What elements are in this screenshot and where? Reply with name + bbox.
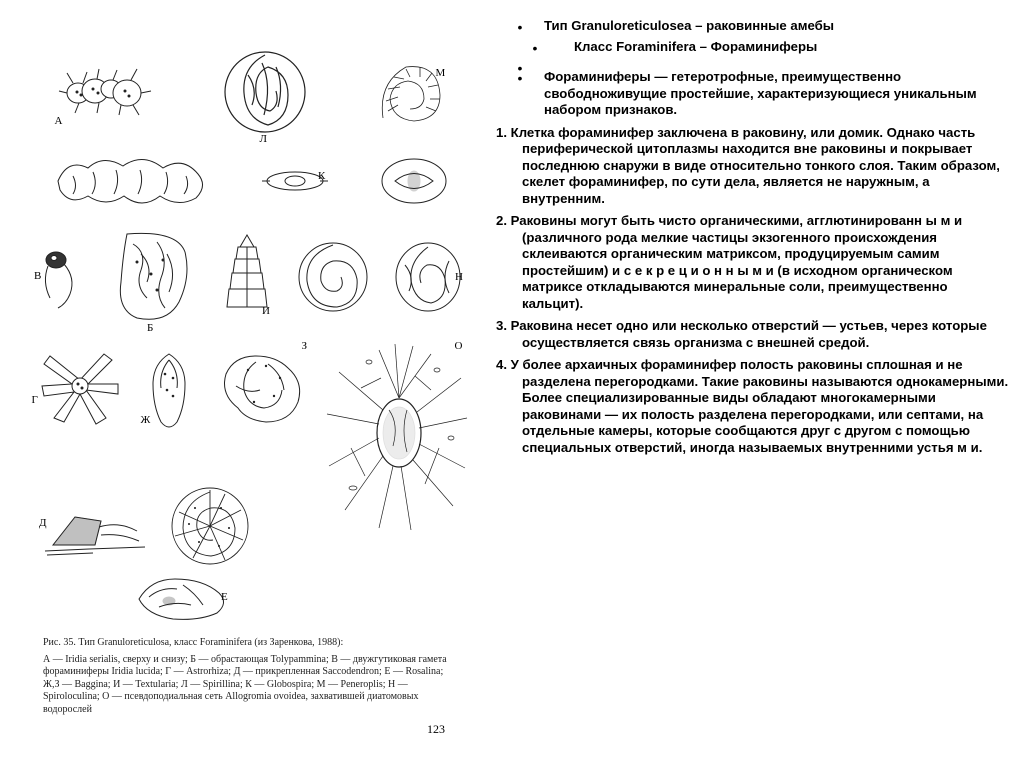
paragraph-4a: 4. У более архаичных фораминифер полость… (496, 357, 1009, 390)
specimen-Z: З (208, 338, 318, 438)
text-panel: • Тип Granuloreticulosea – раковинные ам… (490, 0, 1024, 768)
figure-label-B: Б (147, 322, 153, 334)
page-number: 123 (25, 722, 475, 737)
intro-bullet: • Фораминиферы — гетеротрофные, преимуще… (496, 69, 1009, 119)
paragraph-1-text: 1. Клетка фораминифер заключена в ракови… (496, 125, 1009, 208)
paragraph-2: 2. Раковины могут быть чисто органически… (496, 213, 1009, 312)
paragraph-1: 1. Клетка фораминифер заключена в ракови… (496, 125, 1009, 208)
specimen-B-detail: Б (107, 222, 202, 332)
figure-label-K: К (318, 170, 325, 182)
paragraph-2-text: 2. Раковины могут быть чисто органически… (496, 213, 1009, 312)
bullet-icon: • (496, 39, 574, 58)
figure-label-M: М (436, 67, 446, 79)
figure-label-L: Л (260, 133, 267, 145)
specimen-B-area (48, 146, 213, 216)
figure-label-D: Д (39, 517, 47, 529)
bullet-icon: • (496, 59, 544, 67)
specimen-A: А (53, 55, 163, 130)
figure-illustration: А Л (20, 40, 480, 742)
figure-label-I: И (262, 305, 270, 317)
bullet-icon: • (496, 18, 544, 37)
title-line-2: • Класс Foraminifera – Фораминиферы (496, 39, 1009, 58)
figure-label-V: В (34, 270, 41, 282)
specimen-I: И (220, 227, 275, 327)
figure-label-Z: З (302, 340, 308, 352)
figure-label-Zh: Ж (141, 414, 151, 426)
specimen-O: О (321, 338, 471, 538)
intro-text: Фораминиферы — гетеротрофные, преимущест… (544, 69, 1009, 119)
specimen-E-side: Е (125, 565, 235, 625)
specimen-D: Д (35, 487, 155, 567)
bullet-icon: • (496, 69, 544, 119)
specimen-N-eye (377, 154, 452, 209)
paragraph-3: 3. Раковина несет одно или несколько отв… (496, 318, 1009, 351)
figure-panel: А Л (0, 0, 490, 768)
figure-caption-head: Рис. 35. Тип Granuloreticulosa, класс Fo… (43, 637, 457, 650)
empty-bullet: • (496, 59, 1009, 67)
specimen-L: Л (218, 45, 313, 140)
title-2-text: Класс Foraminifera – Фораминиферы (574, 39, 1009, 58)
figure-caption-body: А — Iridia serialis, сверху и снизу; Б —… (43, 654, 457, 717)
paragraph-4b: Более специализированные виды обладают м… (496, 390, 1009, 456)
figure-label-O: О (455, 340, 463, 352)
specimen-spiral (293, 237, 373, 317)
specimen-V: В (34, 242, 89, 312)
title-line-1: • Тип Granuloreticulosea – раковинные ам… (496, 18, 1009, 37)
specimen-Zh: Ж (139, 338, 199, 434)
specimen-E-top (165, 484, 255, 569)
specimen-M: М (368, 53, 448, 133)
figure-label-E: Е (221, 591, 228, 603)
specimen-N: Н (391, 237, 466, 317)
figure-label-N: Н (455, 271, 463, 283)
paragraph-4a-text: 4. У более архаичных фораминифер полость… (496, 357, 1009, 390)
specimen-G: Г (30, 338, 130, 438)
paragraph-4b-text: Более специализированные виды обладают м… (496, 390, 1009, 456)
figure-caption: Рис. 35. Тип Granuloreticulosa, класс Fo… (25, 637, 475, 716)
paragraph-3-text: 3. Раковина несет одно или несколько отв… (496, 318, 1009, 351)
specimen-K-small: К (260, 166, 330, 196)
figure-label-G: Г (32, 394, 38, 406)
figure-label-A: А (55, 115, 63, 127)
title-1-text: Тип Granuloreticulosea – раковинные амеб… (544, 18, 1009, 37)
